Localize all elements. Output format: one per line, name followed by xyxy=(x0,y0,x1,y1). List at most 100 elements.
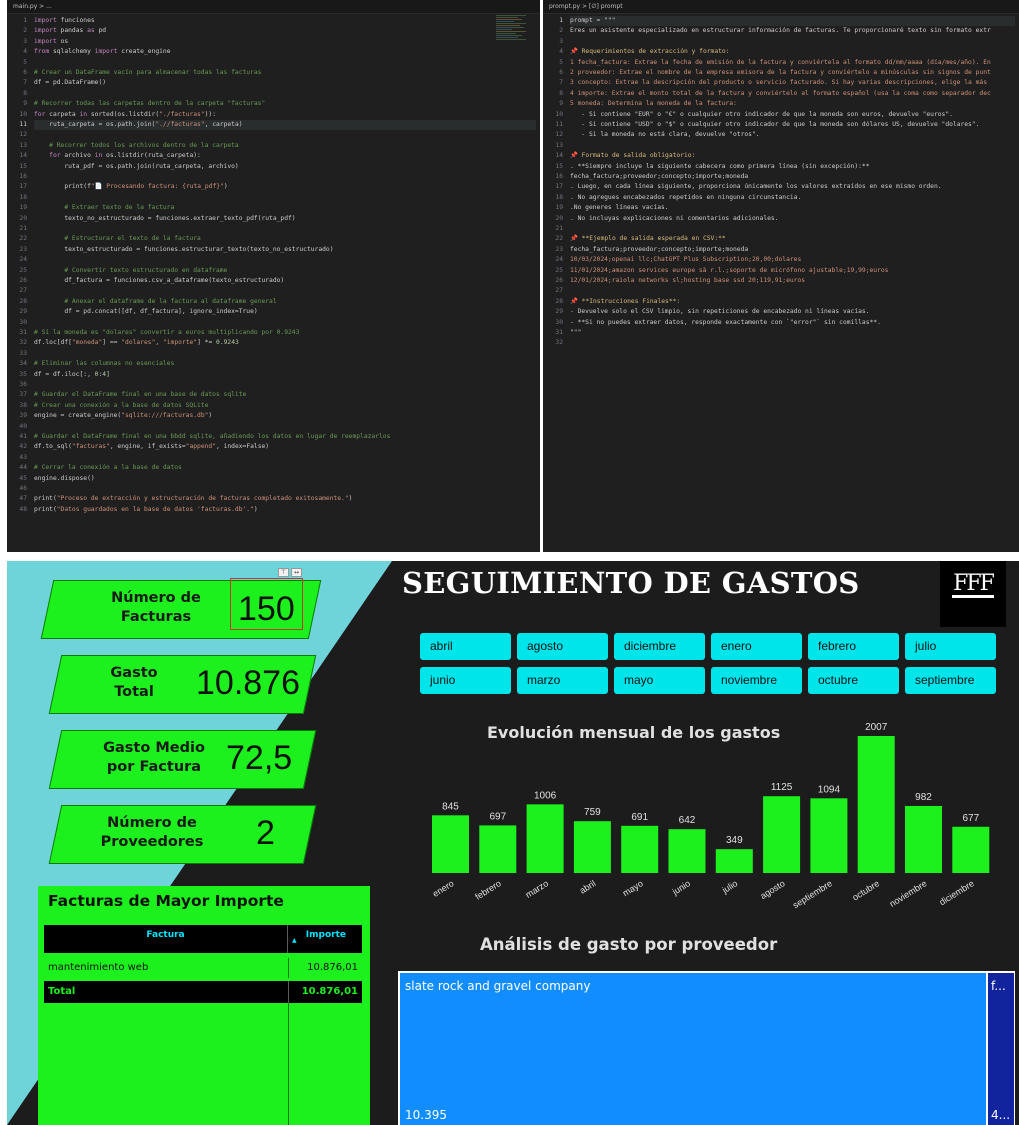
code-line[interactable] xyxy=(570,141,1015,151)
slicer-item-abril[interactable]: abril xyxy=(420,633,511,660)
slicer-item-junio[interactable]: junio xyxy=(420,667,511,694)
treemap-proveedores[interactable]: slate rock and gravel company 10.395 f..… xyxy=(398,971,1015,1125)
code-line[interactable]: df = df.iloc[:, 0:4] xyxy=(34,370,110,378)
bar-noviembre[interactable] xyxy=(905,805,942,873)
table-facturas-mayor-importe[interactable]: Facturas de Mayor Importe Factura ▲ Impo… xyxy=(38,886,370,1125)
editor-main-py[interactable]: main.py > ... 1 import funciones 2 import p… xyxy=(7,0,540,552)
slicer-item-mayo[interactable]: mayo xyxy=(614,667,705,694)
code-line[interactable]: 10/03/2024;openai llc;ChatGPT Plus Subsc… xyxy=(570,256,802,264)
code-line[interactable] xyxy=(34,422,536,432)
code-line[interactable]: # Convertir texto estructurado en datafr… xyxy=(34,266,228,274)
code-line[interactable]: # Anexar el dataframe de la factura al d… xyxy=(34,297,277,305)
code-line[interactable]: 12/01/2024;raiola networks sl;hosting ba… xyxy=(570,277,806,284)
slicer-item-agosto[interactable]: agosto xyxy=(517,633,608,660)
bar-junio[interactable] xyxy=(668,829,706,873)
code-line[interactable]: from sqlalchemy import create_engine xyxy=(34,48,171,56)
column-header-importe[interactable]: Importe xyxy=(305,930,346,940)
code-line[interactable]: # Estructurar el texto de la factura xyxy=(34,235,201,243)
focus-mode-icon[interactable]: ↔ xyxy=(291,568,302,577)
code-line[interactable]: # Eliminar las columnas no esenciales xyxy=(34,360,175,368)
code-line[interactable]: for archivo in os.listdir(ruta_carpeta): xyxy=(49,152,201,160)
code-line[interactable]: 11/01/2024;amazon services europe sà r.l… xyxy=(570,266,889,274)
code-line[interactable]: - Si la moneda no está clara, devuelve "… xyxy=(570,131,760,139)
code-line[interactable]: ruta_carpeta = os.path.join(".//facturas… xyxy=(34,120,536,131)
filter-icon[interactable]: ⊤ xyxy=(278,568,289,577)
code-line[interactable] xyxy=(34,224,536,234)
code-line[interactable]: 📌 **Ejemplo de salida esperada en CSV:** xyxy=(570,235,726,243)
code-line[interactable]: df.loc[df["moneda"] == "dolares", "impor… xyxy=(34,339,239,347)
slicer-item-octubre[interactable]: octubre xyxy=(808,667,899,694)
visual-header-icons[interactable]: ⊤ ↔ xyxy=(278,568,302,577)
code-line[interactable]: 📌 Requerimientos de extracción y formato… xyxy=(570,48,730,56)
code-line[interactable]: import funciones xyxy=(34,17,95,24)
code-line[interactable]: engine = create_engine("sqlite:///factur… xyxy=(34,412,213,420)
code-line[interactable]: .No generes líneas vacías. xyxy=(570,204,669,212)
code-line[interactable]: df = pd.DataFrame() xyxy=(34,79,107,87)
code-line[interactable]: import pandas as pd xyxy=(34,27,107,35)
code-line[interactable] xyxy=(34,453,536,463)
code-line[interactable]: ruta_pdf = os.path.join(ruta_carpeta, ar… xyxy=(34,162,239,170)
bar-septiembre[interactable] xyxy=(810,798,848,873)
bar-marzo[interactable] xyxy=(526,804,564,873)
code-area-main[interactable]: 1 import funciones 2 import pandas as pd 3 im… xyxy=(7,16,540,552)
bar-mayo[interactable] xyxy=(621,825,659,873)
code-line[interactable]: - Devuelve solo el CSV limpio, sin repet… xyxy=(570,308,870,316)
code-line[interactable]: texto_estructurado = funciones.estructur… xyxy=(34,245,334,253)
slicer-item-marzo[interactable]: marzo xyxy=(517,667,608,694)
bar-julio[interactable] xyxy=(715,849,753,873)
bar-febrero[interactable] xyxy=(479,825,517,873)
code-line[interactable]: print("Proceso de extracción y estructur… xyxy=(34,495,353,503)
code-line[interactable]: . No incluyas explicaciones ni comentari… xyxy=(570,214,779,222)
column-header-factura[interactable]: Factura xyxy=(44,925,288,953)
code-line[interactable]: 📌 **Instrucciones Finales**: xyxy=(570,297,681,305)
slicer-item-septiembre[interactable]: septiembre xyxy=(905,667,996,694)
code-line[interactable]: . Luego, en cada línea siguiente, propor… xyxy=(570,183,942,191)
code-line[interactable]: print(f"📄 Procesando factura: {ruta_pdf}… xyxy=(34,183,228,191)
slicer-item-enero[interactable]: enero xyxy=(711,633,802,660)
code-line[interactable]: Eres un asistente especializado en estru… xyxy=(570,27,991,35)
monthly-spend-chart[interactable]: 845 enero 697 febrero 1006 marzo 759 abril 691 ma… xyxy=(412,711,1012,961)
slicer-item-febrero[interactable]: febrero xyxy=(808,633,899,660)
code-line[interactable] xyxy=(34,484,536,494)
table-header[interactable]: Factura ▲ Importe xyxy=(44,925,362,953)
sort-ascending-icon[interactable]: ▲ xyxy=(292,937,297,944)
kpi-card-gasto-medio[interactable]: Gasto Medio por Factura 72,5 xyxy=(48,730,317,789)
code-line[interactable] xyxy=(34,193,536,203)
code-line[interactable]: # Extraer texto de la factura xyxy=(34,204,175,212)
code-line[interactable]: 5 moneda: Determina la moneda de la fact… xyxy=(570,100,737,108)
code-line[interactable]: df_factura = funciones.csv_a_dataframe(t… xyxy=(34,277,285,284)
code-line[interactable] xyxy=(34,172,536,182)
code-line[interactable]: 2 proveedor: Extrae el nombre de la empr… xyxy=(570,69,991,76)
code-line[interactable]: 📌 Formato de salida obligatorio: xyxy=(570,152,696,160)
code-line[interactable] xyxy=(570,224,1015,234)
code-line[interactable] xyxy=(34,89,536,99)
code-line[interactable] xyxy=(34,58,536,68)
kpi-card-proveedores[interactable]: Número de Proveedores 2 xyxy=(48,805,317,864)
code-line[interactable]: fecha_factura;proveedor;concepto;importe… xyxy=(570,245,749,253)
bar-enero[interactable] xyxy=(432,815,469,873)
bar-chart-svg[interactable]: 845 enero 697 febrero 1006 marzo 759 abril 691 ma… xyxy=(412,711,1012,961)
bar-agosto[interactable] xyxy=(763,796,801,873)
code-line[interactable] xyxy=(34,255,536,265)
code-line[interactable]: # Cerrar la conexión a la base de datos xyxy=(34,464,182,472)
slicer-item-diciembre[interactable]: diciembre xyxy=(614,633,705,660)
code-line[interactable] xyxy=(34,349,536,359)
code-line[interactable]: . No agregues encabezados repetidos en n… xyxy=(570,193,802,201)
code-line[interactable]: df.to_sql("facturas", engine, if_exists=… xyxy=(34,443,270,451)
code-line[interactable]: prompt = """ xyxy=(570,16,1015,27)
code-line[interactable]: # Recorrer todas las carpetas dentro de … xyxy=(34,100,266,108)
code-line[interactable]: # Guardar el DataFrame final en una bbdd… xyxy=(34,433,391,440)
code-area-prompt[interactable]: 1 prompt = """ 2 Eres un asistente especial… xyxy=(543,16,1019,552)
code-line[interactable]: 3 concepto: Extrae la descripción del pr… xyxy=(570,79,988,87)
code-line[interactable] xyxy=(570,37,1015,47)
code-line[interactable]: - Si contiene "EUR" o "€" o cualquier ot… xyxy=(570,110,953,118)
code-line[interactable]: # Crear una conexión a la base de datos … xyxy=(34,401,209,409)
code-line[interactable]: fecha_factura;proveedor;concepto;importe… xyxy=(570,173,749,180)
code-line[interactable]: """ xyxy=(570,329,582,336)
code-line[interactable] xyxy=(570,338,1015,348)
code-line[interactable]: print("Datos guardados en la base de dat… xyxy=(34,505,258,513)
code-line[interactable]: for carpeta in sorted(os.listdir("./fact… xyxy=(34,110,216,118)
bar-octubre[interactable] xyxy=(857,736,895,873)
code-line[interactable]: # Recorrer todos los archivos dentro de … xyxy=(34,141,239,149)
code-line[interactable]: df = pd.concat([df, df_factura], ignore_… xyxy=(34,308,258,316)
